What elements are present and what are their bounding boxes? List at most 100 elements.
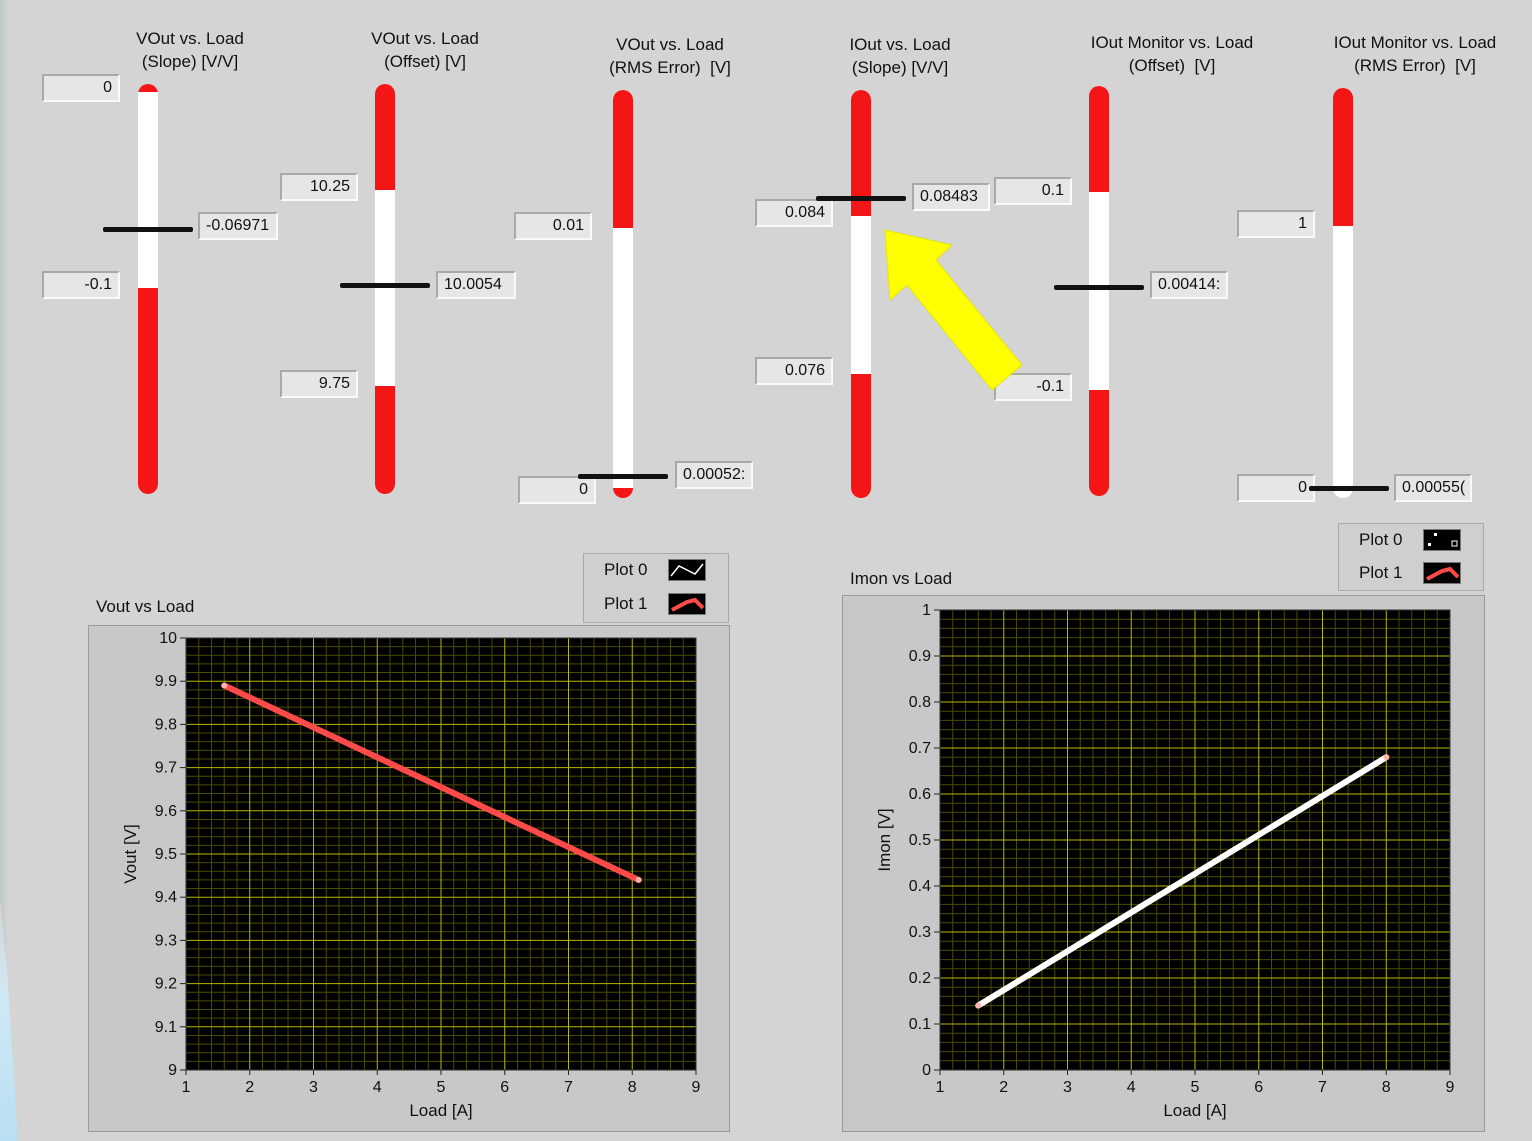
gauge-title: IOut Monitor vs. Load (RMS Error) [V] <box>1333 33 1497 75</box>
annotation-arrow-icon <box>884 229 1023 391</box>
data-point <box>1383 754 1390 761</box>
chart-panel-vout: 1 2 3 4 5 6 7 8 9 9 9.1 9.2 9.3 9.4 9.5 9.6 9.7 9.8 9.9 10 L… <box>88 625 730 1132</box>
x-axis-label: Load [A] <box>409 1101 472 1120</box>
y-tick-label: 0 <box>922 1062 931 1079</box>
x-tick-label: 3 <box>1063 1079 1072 1096</box>
x-tick-label: 2 <box>999 1079 1008 1096</box>
value-indicator: 0.00414: <box>1150 271 1228 299</box>
legend-label: Plot 1 <box>604 594 648 613</box>
sine-wave-icon[interactable] <box>668 559 706 581</box>
lower-limit-field[interactable]: 9.75 <box>280 370 358 398</box>
out-of-range-zone <box>138 288 158 494</box>
y-tick-label: 9.1 <box>155 1019 177 1036</box>
value-indicator: 0.00055( <box>1394 474 1472 502</box>
legend-label: Plot 1 <box>1359 563 1403 582</box>
upper-limit-field[interactable]: 0 <box>42 74 120 102</box>
x-tick-label: 1 <box>936 1079 945 1096</box>
x-tick-label: 5 <box>1191 1079 1200 1096</box>
y-tick-label: 0.1 <box>909 1016 931 1033</box>
slider-needle[interactable] <box>1054 285 1144 290</box>
chart-panel-imon: 1 2 3 4 5 6 7 8 9 0 0.1 0.2 0.3 0.4 0.5 0.6 0.7 0.8 0.9 1 Lo… <box>842 595 1485 1132</box>
y-axis-label: Imon [V] <box>875 808 894 871</box>
x-tick-label: 7 <box>564 1079 573 1096</box>
out-of-range-zone <box>851 374 871 498</box>
y-tick-label: 0.7 <box>909 740 931 757</box>
y-tick-label: 1 <box>922 602 931 619</box>
y-tick-label: 9.6 <box>155 803 177 820</box>
out-of-range-zone <box>613 488 633 498</box>
x-tick-label: 8 <box>628 1079 637 1096</box>
upper-limit-field[interactable]: 10.25 <box>280 173 358 201</box>
out-of-range-zone <box>375 84 395 190</box>
y-tick-label: 0.3 <box>909 924 931 941</box>
gauge-title: IOut Monitor vs. Load (Offset) [V] <box>1090 33 1254 75</box>
plot-legend[interactable]: Plot 0 Plot 1 <box>583 553 729 623</box>
y-tick-label: 9.3 <box>155 932 177 949</box>
y-axis-label: Vout [V] <box>121 824 140 884</box>
data-point <box>975 1002 982 1009</box>
value-indicator: 0.08483 <box>912 183 990 211</box>
x-tick-label: 4 <box>1127 1079 1136 1096</box>
slider-needle[interactable] <box>340 283 430 288</box>
x-tick-label: 8 <box>1382 1079 1391 1096</box>
out-of-range-zone <box>1089 390 1109 496</box>
slider-needle[interactable] <box>1309 486 1389 491</box>
scatter-points-icon[interactable] <box>1423 529 1461 551</box>
chart-title: Vout vs Load <box>96 597 195 616</box>
x-tick-label: 9 <box>1446 1079 1455 1096</box>
upper-limit-field[interactable]: 0.01 <box>514 212 592 240</box>
x-tick-label: 6 <box>500 1079 509 1096</box>
x-axis-label: Load [A] <box>1163 1101 1226 1120</box>
y-tick-label: 9.7 <box>155 760 177 777</box>
slider-track <box>613 90 633 498</box>
out-of-range-zone <box>1333 88 1353 226</box>
lower-limit-field[interactable]: 0 <box>518 476 596 504</box>
y-tick-label: 0.4 <box>909 878 931 895</box>
plot-legend[interactable]: Plot 0 Plot 1 <box>1338 523 1484 591</box>
upper-limit-field[interactable]: 0.084 <box>755 199 833 227</box>
y-tick-label: 0.8 <box>909 694 931 711</box>
series-line <box>975 754 1390 1009</box>
lower-limit-field[interactable]: 0 <box>1237 474 1315 502</box>
x-tick-label: 4 <box>373 1079 382 1096</box>
data-point <box>221 682 228 689</box>
gauge-title: VOut vs. Load (Offset) [V] <box>371 29 479 71</box>
imon-vs-load-chart[interactable]: 1 2 3 4 5 6 7 8 9 0 0.1 0.2 0.3 0.4 0.5 0.6 0.7 0.8 0.9 1 Lo… <box>843 596 1484 1131</box>
slider-needle[interactable] <box>578 474 668 479</box>
x-tick-label: 2 <box>245 1079 254 1096</box>
desktop-background <box>0 900 18 1141</box>
red-line-icon[interactable] <box>1423 562 1461 584</box>
slider-needle[interactable] <box>816 196 906 201</box>
lower-limit-field[interactable]: 0.076 <box>755 357 833 385</box>
lower-limit-field[interactable]: -0.1 <box>42 271 120 299</box>
vout-vs-load-chart[interactable]: 1 2 3 4 5 6 7 8 9 9 9.1 9.2 9.3 9.4 9.5 9.6 9.7 9.8 9.9 10 L… <box>89 626 729 1131</box>
legend-label: Plot 0 <box>604 560 648 579</box>
value-indicator: -0.06971 <box>198 212 278 240</box>
series-line <box>221 682 642 883</box>
slider-track <box>138 84 158 494</box>
value-indicator: 10.0054 <box>436 271 516 299</box>
y-tick-label: 0.6 <box>909 786 931 803</box>
gauge-title: IOut vs. Load (Slope) [V/V] <box>849 35 951 77</box>
slider-track <box>851 90 871 498</box>
chart-title: Imon vs Load <box>850 569 953 588</box>
x-tick-label: 5 <box>437 1079 446 1096</box>
y-tick-label: 9.2 <box>155 976 177 993</box>
gauge-title: VOut vs. Load (RMS Error) [V] <box>609 35 731 77</box>
out-of-range-zone <box>375 386 395 494</box>
gauge-title: VOut vs. Load (Slope) [V/V] <box>136 29 244 71</box>
slider-needle[interactable] <box>103 227 193 232</box>
upper-limit-field[interactable]: 0.1 <box>994 177 1072 205</box>
red-line-icon[interactable] <box>668 593 706 615</box>
out-of-range-zone <box>613 90 633 228</box>
data-point <box>635 876 642 883</box>
out-of-range-zone <box>138 84 158 92</box>
value-indicator: 0.00052: <box>675 461 753 489</box>
upper-limit-field[interactable]: 1 <box>1237 210 1315 238</box>
plot-border <box>939 609 1451 1071</box>
slider-track <box>1333 88 1353 498</box>
x-tick-label: 1 <box>182 1079 191 1096</box>
y-tick-label: 9.5 <box>155 846 177 863</box>
y-tick-label: 0.5 <box>909 832 931 849</box>
out-of-range-zone <box>1089 86 1109 192</box>
